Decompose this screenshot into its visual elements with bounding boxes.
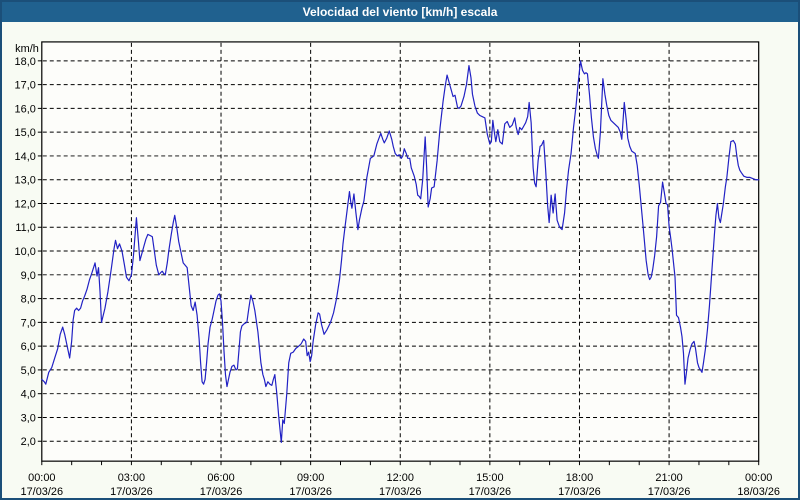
axis-ticks xyxy=(37,60,760,466)
y-tick-label: 5,0 xyxy=(21,365,36,377)
y-tick-label: 9,0 xyxy=(21,270,36,282)
x-tick-time-label: 00:00 xyxy=(28,472,55,484)
y-tick-label: 16,0 xyxy=(15,103,36,115)
x-tick-time-label: 00:00 xyxy=(745,472,772,484)
x-tick-date-label: 17/03/26 xyxy=(469,486,512,498)
x-tick-time-label: 15:00 xyxy=(476,472,503,484)
y-tick-label: 12,0 xyxy=(15,198,36,210)
x-tick-date-label: 17/03/26 xyxy=(200,486,243,498)
y-tick-label: 18,0 xyxy=(15,56,36,68)
title-bar: Velocidad del viento [km/h] escala xyxy=(2,2,798,22)
gridlines xyxy=(42,42,758,461)
x-tick-time-label: 06:00 xyxy=(207,472,234,484)
y-tick-label: 13,0 xyxy=(15,175,36,187)
page-title: Velocidad del viento [km/h] escala xyxy=(302,5,498,19)
y-tick-label: 8,0 xyxy=(21,294,36,306)
x-tick-date-label: 17/03/26 xyxy=(289,486,332,498)
x-tick-date-label: 18/03/26 xyxy=(737,486,780,498)
x-tick-time-label: 12:00 xyxy=(387,472,414,484)
wind-speed-chart: km/h18,0 17,0 16,0 15,0 14,0 13,0 12,0 11,0 10,0… xyxy=(15,41,780,498)
x-tick-date-label: 17/03/26 xyxy=(110,486,153,498)
y-tick-label: 15,0 xyxy=(15,127,36,139)
x-tick-date-label: 17/03/26 xyxy=(558,486,601,498)
wind-speed-series-line xyxy=(41,60,760,444)
x-tick-date-label: 17/03/26 xyxy=(379,486,422,498)
y-tick-label: 7,0 xyxy=(21,317,36,329)
y-tick-label: 17,0 xyxy=(15,80,36,92)
y-tick-label: 3,0 xyxy=(21,412,36,424)
y-tick-label: 2,0 xyxy=(21,436,36,448)
x-tick-date-label: 17/03/26 xyxy=(648,486,691,498)
y-tick-label: 4,0 xyxy=(21,389,36,401)
x-tick-date-label: 17/03/26 xyxy=(21,486,64,498)
x-tick-time-label: 18:00 xyxy=(566,472,593,484)
y-axis-labels: km/h18,0 17,0 16,0 15,0 14,0 13,0 12,0 11,0 10,0… xyxy=(15,43,39,448)
x-tick-time-label: 09:00 xyxy=(297,472,324,484)
x-axis-labels: 00:00 17/03/26 03:00 17/03/26 06:00 17/03/26 0… xyxy=(21,472,780,498)
y-tick-label: 14,0 xyxy=(15,151,36,163)
y-tick-label: 10,0 xyxy=(15,246,36,258)
chart-area: km/h 18,0 17,0 16,0 15,0 14,0 13,0 12,0 11,0 10,0… xyxy=(2,22,798,498)
y-tick-label: 11,0 xyxy=(15,222,35,234)
y-axis-unit-label: km/h xyxy=(15,43,39,55)
x-tick-time-label: 21:00 xyxy=(655,472,682,484)
y-tick-label: 6,0 xyxy=(21,341,36,353)
x-tick-time-label: 03:00 xyxy=(118,472,145,484)
